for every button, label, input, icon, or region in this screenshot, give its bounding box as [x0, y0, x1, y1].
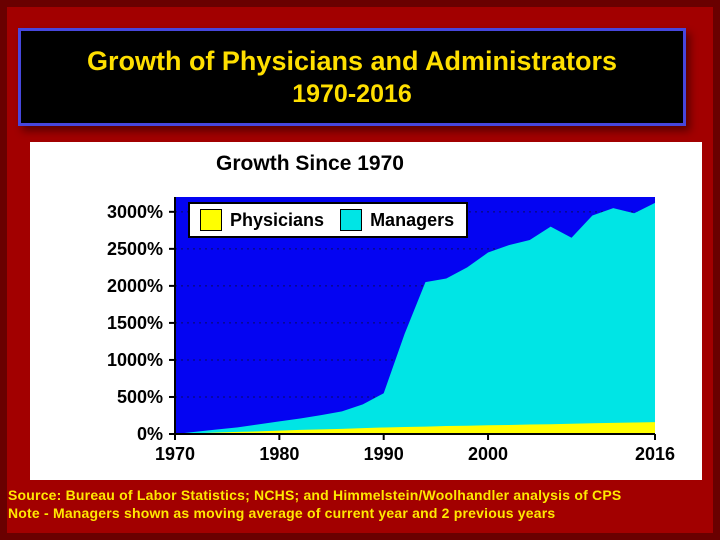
note-line: Note - Managers shown as moving average … [8, 505, 556, 521]
y-tick-label: 3000% [106, 201, 163, 222]
slide-title-box: Growth of Physicians and Administrators … [18, 28, 686, 126]
chart-title: Growth Since 1970 [216, 152, 404, 175]
y-tick-label: 500% [116, 386, 163, 407]
y-tick-label: 1500% [106, 312, 163, 333]
y-tick-label: 2500% [106, 238, 163, 259]
y-tick-label: 2000% [106, 275, 163, 296]
managers-legend-swatch [340, 209, 363, 231]
y-tick-label: 0% [136, 424, 163, 444]
chart-legend: Physicians Managers [188, 202, 469, 238]
x-tick-label: 1980 [259, 444, 300, 464]
source-note: Source: Bureau of Labor Statistics; NCHS… [8, 486, 720, 522]
slide-title: Growth of Physicians and Administrators [86, 46, 618, 76]
slide-subtitle: 1970-2016 [292, 80, 412, 108]
physicians-legend-swatch [200, 209, 222, 231]
x-tick-label: 2016 [634, 444, 676, 464]
source-line: Source: Bureau of Labor Statistics; NCHS… [8, 487, 622, 503]
chart-panel: Growth Since 1970 3000% 2500% 2000% 1500% 10… [30, 142, 702, 480]
x-tick-label: 1970 [154, 444, 196, 464]
y-tick-label: 1000% [106, 349, 163, 370]
x-tick-label: 1990 [363, 444, 404, 464]
physicians-legend-label: Physicians [230, 209, 325, 230]
managers-legend-label: Managers [370, 209, 455, 230]
x-tick-label: 2000 [468, 444, 509, 464]
